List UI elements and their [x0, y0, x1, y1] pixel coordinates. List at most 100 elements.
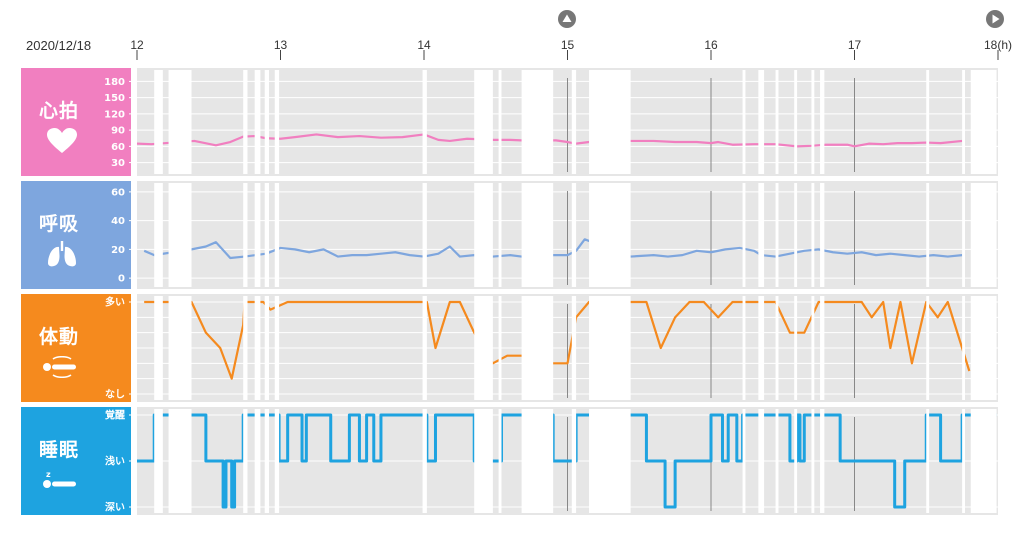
no-data-gap	[264, 70, 270, 174]
no-data-gap	[820, 296, 825, 400]
no-data-gap	[926, 183, 930, 287]
respiration-panel-label: 呼吸	[21, 181, 131, 289]
no-data-gap	[775, 70, 779, 174]
no-data-gap	[571, 70, 577, 174]
hour-tick-label: 16	[704, 38, 718, 52]
no-data-gap	[571, 183, 577, 287]
body-motion-title: 体動	[39, 326, 80, 348]
no-data-gap	[243, 183, 248, 287]
motion-plot-bg	[137, 294, 998, 402]
no-data-gap	[742, 296, 746, 400]
no-data-gap	[422, 296, 427, 400]
no-data-gap	[274, 296, 280, 400]
no-data-gap	[521, 70, 554, 174]
no-data-gap	[589, 409, 631, 513]
no-data-gap	[154, 296, 163, 400]
no-data-gap	[498, 70, 502, 174]
date-label: 2020/12/18	[26, 38, 92, 53]
no-data-gap	[168, 183, 192, 287]
heart-plot-bg	[137, 68, 998, 176]
no-data-gap	[589, 70, 631, 174]
no-data-gap	[775, 409, 779, 513]
no-data-gap	[498, 296, 502, 400]
no-data-gap	[758, 296, 765, 400]
no-data-gap	[742, 70, 746, 174]
no-data-gap	[254, 296, 261, 400]
no-data-gap	[962, 183, 965, 287]
no-data-gap	[154, 183, 163, 287]
no-data-gap	[742, 409, 746, 513]
no-data-gap	[742, 183, 746, 287]
scroll-up-button[interactable]	[558, 10, 576, 28]
no-data-gap	[820, 183, 825, 287]
no-data-gap	[571, 296, 577, 400]
no-data-gap	[820, 409, 825, 513]
no-data-gap	[521, 296, 554, 400]
play-circle-icon	[992, 14, 1000, 24]
no-data-gap	[498, 183, 502, 287]
no-data-gap	[589, 296, 631, 400]
hour-tick-label: 14	[417, 38, 431, 52]
resp-plot-bg	[137, 181, 998, 289]
no-data-gap	[758, 183, 765, 287]
no-data-gap	[521, 409, 554, 513]
no-data-gap	[758, 70, 765, 174]
heart-series-line	[136, 133, 963, 148]
no-data-gap	[811, 409, 815, 513]
no-data-gap	[422, 70, 427, 174]
hour-tick-label: 17	[848, 38, 862, 52]
no-data-gap	[274, 183, 280, 287]
no-data-gap	[254, 409, 261, 513]
person-sleeping-icon: z	[43, 470, 76, 488]
no-data-gap	[970, 183, 997, 287]
no-data-gap	[926, 409, 930, 513]
no-data-gap	[811, 296, 815, 400]
triangle-up-circle-icon	[562, 14, 572, 22]
no-data-gap	[422, 409, 427, 513]
no-data-gap	[274, 70, 280, 174]
no-data-gap	[243, 296, 248, 400]
no-data-gap	[970, 70, 997, 174]
resp-series-line	[143, 238, 963, 260]
no-data-gap	[794, 183, 798, 287]
no-data-gap	[571, 409, 577, 513]
sleep-panel-label: 睡眠 z	[21, 407, 131, 515]
no-data-gap	[274, 409, 280, 513]
no-data-gap	[243, 409, 248, 513]
heart-icon	[47, 128, 77, 153]
no-data-gap	[589, 183, 631, 287]
no-data-gap	[775, 183, 779, 287]
no-data-gap	[775, 296, 779, 400]
no-data-gap	[970, 409, 997, 513]
no-data-gap	[474, 183, 493, 287]
heart-rate-panel-label: 心拍	[21, 68, 131, 176]
no-data-gap	[168, 296, 192, 400]
no-data-gap	[474, 409, 493, 513]
no-data-gap	[168, 409, 192, 513]
no-data-gap	[820, 70, 825, 174]
motion-series-line	[144, 300, 971, 380]
sleep-series-line	[137, 413, 997, 509]
hour-tick-label: 12	[130, 38, 144, 52]
sleep-title: 睡眠	[39, 439, 80, 461]
lungs-icon	[48, 241, 76, 267]
no-data-gap	[264, 183, 270, 287]
no-data-gap	[926, 70, 930, 174]
no-data-gap	[168, 70, 192, 174]
play-button[interactable]	[986, 10, 1004, 28]
no-data-gap	[794, 70, 798, 174]
respiration-title: 呼吸	[39, 213, 80, 235]
no-data-gap	[243, 70, 248, 174]
no-data-gap	[154, 70, 163, 174]
no-data-gap	[264, 296, 270, 400]
no-data-gap	[811, 70, 815, 174]
no-data-gap	[962, 70, 965, 174]
no-data-gap	[474, 70, 493, 174]
no-data-gap	[154, 409, 163, 513]
hour-tick-label: 18(h)	[984, 38, 1012, 52]
